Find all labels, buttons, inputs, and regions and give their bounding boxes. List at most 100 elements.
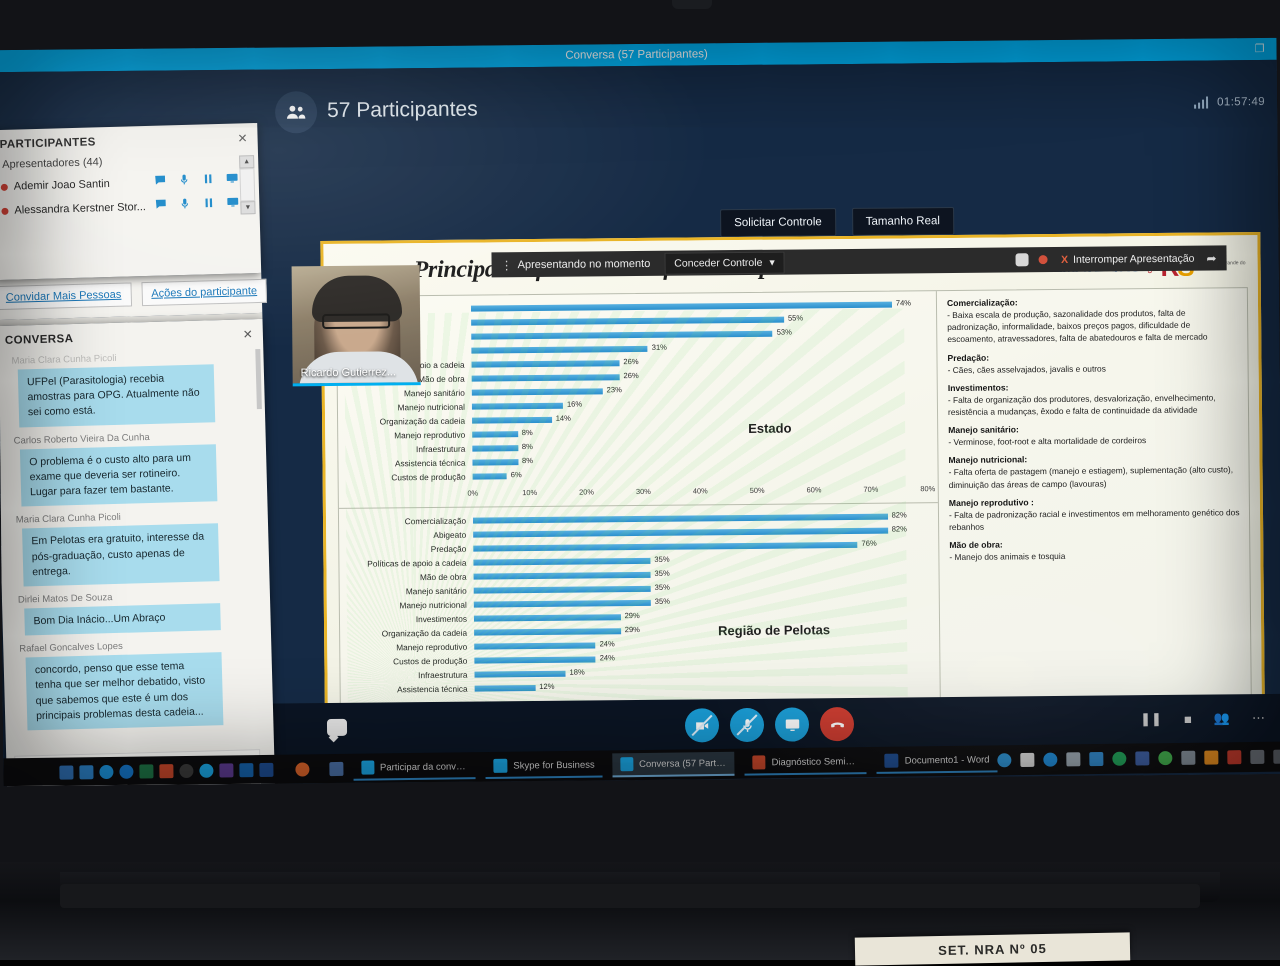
mic-muted-icon[interactable] (177, 173, 190, 191)
chevron-down-icon[interactable]: ▾ (769, 256, 774, 268)
close-icon: X (1061, 253, 1068, 265)
battery-icon[interactable] (1020, 753, 1034, 767)
message-author: Rafael Goncalves Lopes (19, 637, 261, 655)
firefox-icon[interactable] (295, 762, 309, 776)
request-control-button[interactable]: Solicitar Controle (720, 208, 836, 237)
chart-bar (472, 403, 563, 410)
chart-bar-value: 35% (654, 569, 669, 578)
slide-notes-list: Comercialização:- Baixa escala de produç… (947, 295, 1242, 563)
taskbar-task[interactable]: Documento1 - Word (877, 748, 998, 774)
end-call-button[interactable] (820, 707, 854, 741)
pause-icon[interactable]: ❚❚ (1140, 711, 1162, 727)
word-icon[interactable] (259, 763, 273, 777)
chart-bar (473, 558, 650, 566)
search-icon[interactable] (179, 764, 193, 778)
chart-bar-label: Manejo nutricional (344, 600, 474, 611)
chart-bar-label: Manejo nutricional (342, 402, 472, 413)
cloud-icon[interactable] (1089, 752, 1103, 766)
refresh-icon[interactable] (1112, 752, 1126, 766)
chart-icon[interactable] (1181, 751, 1195, 765)
more-options-icon[interactable]: ⋯ (1252, 710, 1265, 726)
chat-bubble-icon[interactable] (327, 719, 347, 736)
participants-panel-header: PARTICIPANTES ✕ (0, 131, 248, 152)
chart-bar-label: Assistencia técnica (342, 458, 472, 469)
language-icon[interactable] (1273, 750, 1280, 764)
laptop-screen: Conversa (57 Participantes) ❐ 57 Partici… (0, 38, 1280, 786)
taskbar-task[interactable]: Diagnóstico Seminár... (745, 750, 867, 776)
facebook-icon[interactable] (1135, 751, 1149, 765)
close-icon[interactable]: ✕ (237, 131, 247, 145)
chart-bar (472, 374, 620, 381)
explorer-icon[interactable] (99, 765, 113, 779)
close-icon[interactable]: ✕ (243, 327, 253, 341)
edge-icon[interactable] (119, 765, 133, 779)
chart-bar (474, 600, 651, 608)
meeting-header: 57 Participantes 01:57:49 (259, 68, 1278, 150)
orange-icon[interactable] (1204, 750, 1218, 764)
skype-icon (493, 759, 507, 773)
chart-axis-tick: 20% (579, 487, 594, 496)
webcam-notch (672, 0, 712, 9)
invite-more-people-button[interactable]: Convidar Mais Pessoas (0, 282, 132, 310)
share-screen-button[interactable] (775, 707, 809, 741)
participant-video-thumbnail[interactable]: Ricardo Gutierrez... (292, 265, 421, 386)
participant-actions-button[interactable]: Ações do participante (141, 279, 267, 306)
chart-bar-value: 14% (556, 414, 571, 423)
pause-icon[interactable] (202, 196, 215, 214)
note-body: - Falta de padronização racial e investi… (949, 506, 1241, 533)
excel-icon[interactable] (139, 764, 153, 778)
chart-bar-value: 74% (896, 298, 911, 307)
taskbar-task[interactable]: Skype for Business (485, 754, 603, 780)
restore-window-icon[interactable]: ❐ (1255, 42, 1265, 55)
call-timer: 01:57:49 (1217, 96, 1265, 108)
taskbar-tasks: Participar da convers... Skype for Busine… (343, 748, 997, 781)
mic-muted-icon[interactable] (178, 197, 191, 215)
chart-bar-value: 24% (600, 653, 615, 662)
taskbar-task[interactable]: Participar da convers... (353, 755, 475, 781)
onenote-icon[interactable] (219, 763, 233, 777)
chat-icon[interactable] (1015, 253, 1028, 266)
screen-icon[interactable] (225, 172, 238, 190)
keyboard-icon[interactable] (1250, 750, 1264, 764)
powerpoint-icon[interactable] (159, 764, 173, 778)
powerpoint-icon (753, 755, 766, 769)
network-icon[interactable] (997, 753, 1011, 767)
chart-bar-track: 6% (473, 465, 935, 483)
stop-icon[interactable]: ■ (1184, 711, 1192, 726)
word-icon (885, 754, 899, 768)
participants-panel: PARTICIPANTES ✕ Apresentadores (44) Adem… (0, 123, 261, 280)
chat-icon[interactable] (154, 173, 167, 191)
shield-icon[interactable] (1158, 751, 1172, 765)
chat-scrollbar-thumb[interactable] (255, 349, 262, 409)
taskbar-task[interactable]: Conversa (57 Particip... (613, 752, 735, 778)
scrollbar[interactable] (239, 168, 255, 201)
drag-handle-icon[interactable]: ⋮ (501, 258, 511, 272)
pause-icon[interactable] (201, 172, 214, 190)
message-bubble: Bom Dia Inácio...Um Abraço (24, 603, 221, 636)
chat-icon[interactable] (154, 197, 167, 215)
folder-icon[interactable] (79, 765, 93, 779)
screen-icon[interactable] (226, 195, 239, 213)
red-icon[interactable] (1227, 750, 1241, 764)
outlook-icon[interactable] (239, 763, 253, 777)
windows-start-icon[interactable] (59, 765, 73, 779)
pin-icon[interactable]: ➦ (1206, 251, 1216, 265)
scroll-up-icon[interactable]: ▲ (239, 155, 254, 168)
microphone-muted-button[interactable] (730, 708, 764, 742)
app-window-icon[interactable] (329, 762, 343, 776)
chart-bar-value: 26% (623, 357, 638, 366)
scroll-down-icon[interactable]: ▼ (240, 201, 255, 214)
message-bubble: UFPel (Parasitologia) recebia amostras p… (18, 364, 215, 427)
volume-icon[interactable] (1066, 752, 1080, 766)
onedrive-icon[interactable] (1043, 753, 1057, 767)
chart-bar-value: 31% (652, 343, 667, 352)
give-control-button[interactable]: Conceder Controle ▾ (664, 251, 785, 274)
actual-size-button[interactable]: Tamanho Real (852, 207, 954, 236)
video-off-button[interactable] (685, 708, 719, 742)
taskbar-task-label: Skype for Business (513, 759, 594, 771)
taskbar-task-label: Conversa (57 Particip... (639, 757, 727, 769)
skype-icon[interactable] (199, 764, 213, 778)
stop-presenting-button[interactable]: X Interromper Apresentação (1061, 252, 1195, 265)
present-icon[interactable]: 👥 (1214, 710, 1230, 726)
call-bar-right-controls: ❚❚ ■ 👥 ⋯ (1140, 710, 1265, 727)
